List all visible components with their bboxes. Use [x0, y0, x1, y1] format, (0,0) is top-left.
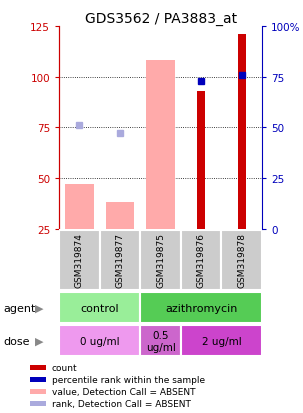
Bar [106, 203, 134, 229]
Bar [59, 230, 100, 290]
Text: ▶: ▶ [35, 303, 44, 313]
Bar [197, 92, 205, 229]
Bar [146, 61, 175, 229]
Title: GDS3562 / PA3883_at: GDS3562 / PA3883_at [85, 12, 237, 26]
Text: value, Detection Call = ABSENT: value, Detection Call = ABSENT [52, 387, 195, 396]
Text: GSM319876: GSM319876 [197, 233, 206, 287]
Bar [59, 326, 140, 356]
Bar [140, 293, 262, 323]
Text: GSM319878: GSM319878 [237, 233, 246, 287]
Text: ▶: ▶ [35, 336, 44, 346]
Bar [221, 230, 262, 290]
Bar [59, 293, 140, 323]
Text: count: count [52, 363, 77, 373]
Bar [238, 35, 246, 229]
Bar [30, 389, 46, 394]
Bar [100, 230, 140, 290]
Text: control: control [80, 303, 119, 313]
Text: GSM319875: GSM319875 [156, 233, 165, 287]
Bar [140, 230, 181, 290]
Text: agent: agent [3, 303, 35, 313]
Bar [181, 230, 221, 290]
Text: dose: dose [3, 336, 29, 346]
Bar [65, 185, 94, 229]
Text: percentile rank within the sample: percentile rank within the sample [52, 375, 205, 384]
Text: azithromycin: azithromycin [165, 303, 237, 313]
Bar [30, 377, 46, 382]
Bar [30, 401, 46, 406]
Bar [140, 326, 181, 356]
Text: GSM319877: GSM319877 [115, 233, 125, 287]
Text: rank, Detection Call = ABSENT: rank, Detection Call = ABSENT [52, 399, 190, 408]
Text: 0 ug/ml: 0 ug/ml [80, 336, 119, 346]
Bar [181, 326, 262, 356]
Text: 0.5
ug/ml: 0.5 ug/ml [146, 330, 175, 352]
Text: GSM319874: GSM319874 [75, 233, 84, 287]
Text: 2 ug/ml: 2 ug/ml [201, 336, 241, 346]
Bar [30, 365, 46, 370]
